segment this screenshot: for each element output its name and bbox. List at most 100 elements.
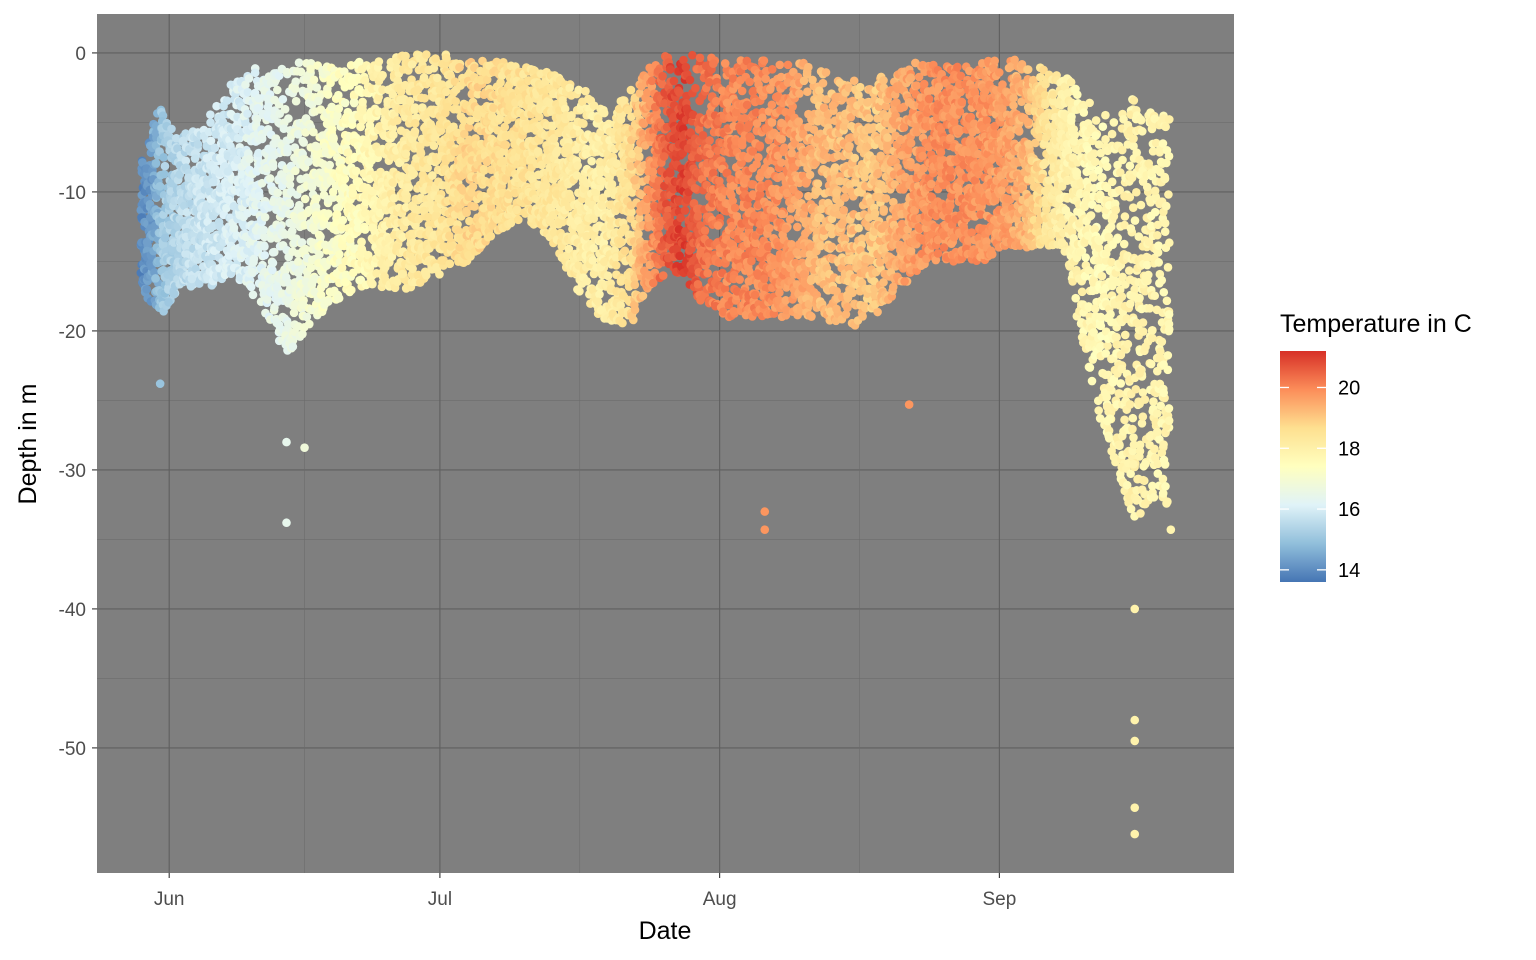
data-point (190, 154, 200, 163)
data-point (138, 158, 147, 167)
data-point (285, 198, 294, 208)
data-point (268, 248, 278, 257)
data-point (573, 161, 583, 170)
data-point (160, 161, 170, 171)
data-point (612, 159, 622, 168)
data-point (680, 206, 690, 215)
data-point (169, 289, 179, 299)
data-point (142, 284, 152, 294)
data-point (620, 246, 630, 256)
data-point (167, 124, 176, 134)
data-point (407, 60, 417, 69)
data-point (288, 342, 298, 351)
data-point (401, 149, 411, 159)
data-point (299, 138, 308, 147)
data-point (358, 105, 367, 114)
data-point (581, 86, 590, 96)
data-point (704, 78, 714, 87)
data-point (248, 290, 258, 300)
data-point (178, 136, 188, 145)
data-point (431, 54, 440, 63)
data-point (368, 279, 377, 289)
data-point (247, 267, 257, 277)
data-point (416, 149, 426, 158)
data-point (695, 53, 705, 63)
data-point (280, 104, 290, 114)
data-point (410, 119, 420, 128)
data-point (658, 71, 667, 81)
data-point (410, 128, 419, 137)
data-point (703, 268, 712, 278)
data-point (642, 204, 651, 214)
data-point (229, 223, 239, 233)
data-point (691, 83, 700, 93)
data-point (300, 194, 310, 204)
data-point (173, 144, 182, 153)
data-point (325, 160, 335, 170)
data-point (305, 319, 314, 329)
data-point (159, 153, 168, 162)
data-point (182, 250, 192, 259)
data-point (446, 242, 455, 251)
data-point (175, 170, 185, 179)
data-point (360, 225, 370, 234)
data-point (455, 63, 464, 72)
data-point (638, 291, 648, 301)
data-point (151, 274, 160, 283)
data-point (616, 115, 626, 124)
data-point (351, 166, 361, 176)
data-point (284, 114, 293, 123)
data-point (160, 233, 170, 243)
data-points (136, 50, 1176, 839)
data-point (245, 154, 254, 164)
data-point (700, 226, 710, 235)
data-point (441, 53, 451, 63)
data-point (309, 75, 319, 85)
data-point (348, 188, 358, 198)
data-point (155, 182, 165, 191)
data-point (357, 237, 366, 247)
data-point (290, 84, 300, 94)
data-point (593, 297, 603, 307)
data-point (690, 183, 700, 193)
data-point (278, 94, 288, 104)
data-point (693, 279, 703, 289)
data-point (688, 50, 697, 60)
data-point (356, 122, 365, 132)
data-point (291, 96, 301, 106)
data-point (603, 271, 613, 281)
data-point (558, 95, 567, 105)
data-point (181, 156, 191, 166)
data-point (340, 98, 350, 108)
data-point (273, 188, 283, 198)
data-point (616, 237, 625, 247)
data-point (420, 93, 429, 103)
data-point (347, 285, 356, 295)
data-point (260, 212, 270, 222)
data-point (389, 130, 398, 140)
data-point (437, 256, 446, 265)
data-point (445, 259, 455, 269)
data-point (659, 152, 669, 161)
data-point (685, 75, 695, 85)
data-point (358, 97, 367, 107)
data-point (422, 50, 431, 59)
data-point (397, 269, 407, 279)
data-point (665, 65, 675, 74)
data-point (486, 231, 496, 241)
data-point (294, 58, 304, 68)
data-point (349, 98, 359, 108)
data-point (184, 173, 194, 183)
data-point (374, 57, 384, 66)
data-point (260, 242, 269, 251)
data-point (206, 110, 215, 119)
data-point (611, 261, 621, 270)
data-point (669, 76, 679, 86)
data-point (249, 257, 258, 267)
data-point (246, 282, 256, 292)
data-point (187, 274, 197, 284)
data-point (579, 119, 588, 128)
data-point (626, 162, 636, 171)
data-point (314, 96, 323, 106)
data-point (404, 183, 414, 192)
